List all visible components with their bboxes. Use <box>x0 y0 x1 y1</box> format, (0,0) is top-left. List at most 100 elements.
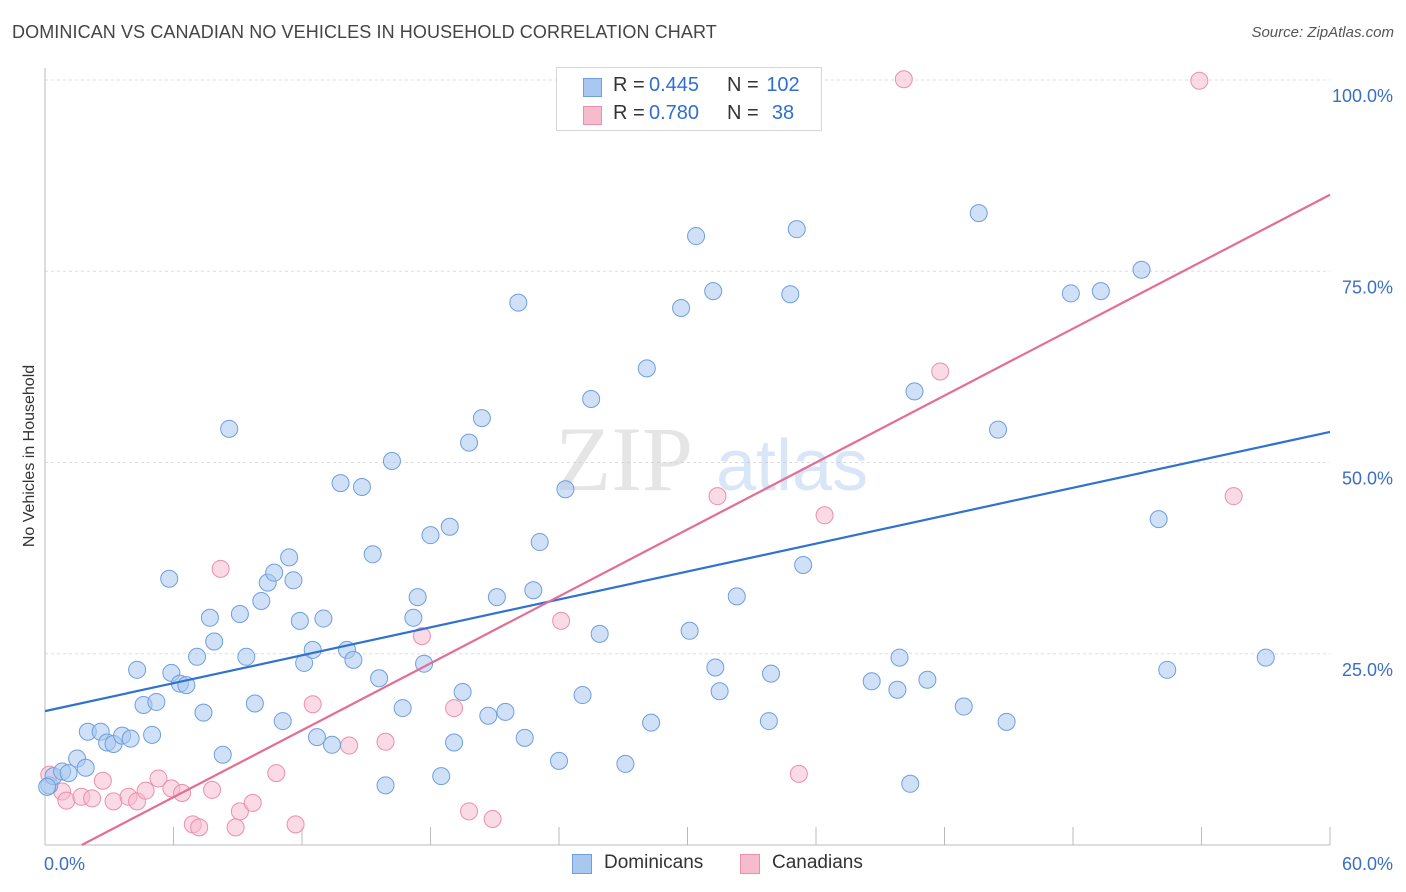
dominican-point <box>314 609 333 628</box>
dominican-point <box>284 571 303 590</box>
dominicans-trend-line <box>44 430 1331 713</box>
y-tick-label: 75.0% <box>1342 277 1393 297</box>
dominican-point <box>194 703 213 722</box>
canadian-point <box>412 627 431 646</box>
dominican-point <box>220 419 239 438</box>
legend-label-canadians: Canadians <box>772 852 863 873</box>
dominican-point <box>794 556 813 575</box>
dominican-point <box>487 588 506 607</box>
dominican-point <box>121 729 140 748</box>
dominican-point <box>997 712 1016 731</box>
dominican-point <box>363 545 382 564</box>
legend-r-label: R = <box>613 102 645 124</box>
dominican-point <box>59 764 78 783</box>
dominican-point <box>76 758 95 777</box>
grid-lines <box>45 79 1330 655</box>
legend-n-label: N = <box>727 102 759 124</box>
source-label: Source: ZipAtlas.com <box>1251 24 1394 41</box>
dominican-point <box>128 660 147 679</box>
dominican-point <box>230 604 249 623</box>
dominican-point <box>905 382 924 401</box>
canadian-point <box>483 809 502 828</box>
dominicans-points <box>38 204 1275 796</box>
dominican-point <box>252 591 271 610</box>
dominican-point <box>1061 284 1080 303</box>
legend-r-label: R = <box>613 74 645 96</box>
canadian-point <box>203 780 222 799</box>
legend-swatch-dominicans <box>583 78 602 97</box>
y-tick-label: 50.0% <box>1342 469 1393 489</box>
dominican-point <box>280 548 299 567</box>
canadian-point <box>267 764 286 783</box>
canadian-point <box>376 732 395 751</box>
canadian-point <box>83 789 102 808</box>
dominican-point <box>421 526 440 545</box>
dominican-point <box>862 672 881 691</box>
dominican-point <box>1158 660 1177 679</box>
dominican-point <box>1091 282 1110 301</box>
canadians-trend-line <box>81 193 1331 846</box>
canadian-point <box>57 791 76 810</box>
legend-r-value: 0.445 <box>649 74 700 96</box>
dominican-point <box>530 533 549 552</box>
canadian-point <box>708 487 727 506</box>
canadian-point <box>460 802 479 821</box>
canadian-point <box>445 699 464 718</box>
dominican-point <box>901 774 920 793</box>
dominican-point <box>787 220 806 239</box>
dominican-point <box>550 751 568 770</box>
canadian-point <box>190 818 209 837</box>
dominican-point <box>556 480 575 499</box>
canadian-point <box>243 793 262 812</box>
dominican-point <box>672 298 691 317</box>
dominican-point <box>160 569 179 588</box>
canadian-point <box>136 781 155 800</box>
dominican-point <box>496 702 515 721</box>
y-tick-label: 25.0% <box>1342 660 1393 680</box>
dominican-point <box>524 581 543 600</box>
dominican-point <box>727 587 746 606</box>
dominican-point <box>460 433 479 452</box>
trend-lines <box>44 193 1331 846</box>
legend-r-value: 0.780 <box>649 102 700 124</box>
canadian-point <box>789 764 808 783</box>
dominican-point <box>888 680 907 699</box>
canadian-point <box>286 815 305 834</box>
dominican-point <box>453 683 472 701</box>
canadian-point <box>93 771 112 790</box>
canadian-point <box>815 506 834 525</box>
dominican-point <box>331 474 350 493</box>
stats-legend: R = 0.445 N = 102 R = 0.780 N = 38 <box>556 67 822 131</box>
x-tick-label-min: 0.0% <box>44 854 85 874</box>
dominican-point <box>213 745 232 764</box>
dominican-point <box>918 670 937 689</box>
dominican-point <box>307 728 326 747</box>
dominican-point <box>1149 510 1168 529</box>
dominican-point <box>205 632 224 651</box>
dominican-point <box>969 204 988 223</box>
dominican-point <box>989 420 1008 439</box>
dominican-point <box>273 712 292 731</box>
dominican-point <box>408 588 427 607</box>
dominican-point <box>290 611 309 630</box>
y-axis-label: No Vehicles in Household <box>21 365 38 547</box>
dominican-point <box>687 227 706 246</box>
canadian-point <box>149 769 168 788</box>
dominican-point <box>303 640 322 659</box>
canadian-point <box>211 559 230 578</box>
dominican-point <box>680 621 699 640</box>
dominican-point <box>376 776 395 795</box>
dominican-point <box>582 390 601 409</box>
legend-swatch-canadians <box>740 854 760 874</box>
y-tick-label: 100.0% <box>1332 86 1393 106</box>
dominican-point <box>382 451 401 470</box>
canadian-point <box>340 736 359 755</box>
canadian-point <box>1190 71 1209 90</box>
dominican-point <box>370 669 389 688</box>
legend-n-value: 102 <box>766 74 800 96</box>
dominican-point <box>440 517 459 536</box>
tick-labels: 25.0% 50.0% 75.0% 100.0% 0.0% 60.0% <box>44 86 1393 874</box>
dominican-point <box>352 477 371 496</box>
legend-row-dominicans: R = 0.445 N = 102 <box>557 72 821 100</box>
legend-swatch-dominicans <box>572 854 592 874</box>
